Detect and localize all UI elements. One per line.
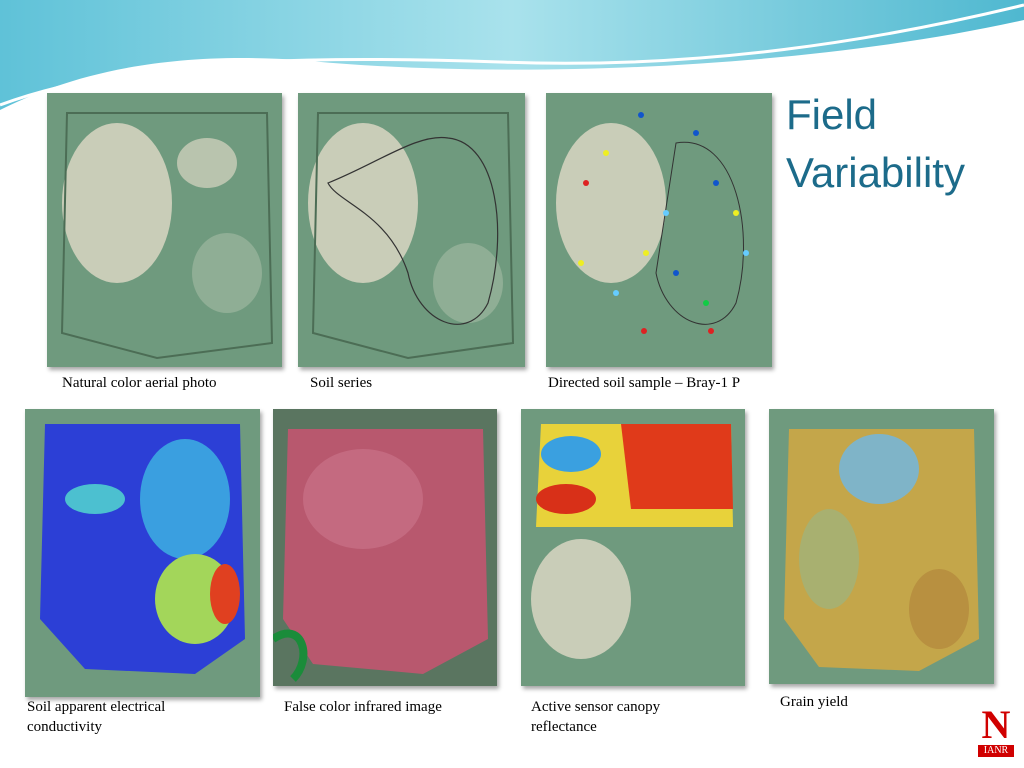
soil-sample-map	[546, 93, 772, 367]
header-wave	[0, 0, 1024, 113]
logo-letter: N	[981, 702, 1011, 747]
caption: Soil apparent electrical conductivity	[27, 699, 166, 735]
aerial-photo	[47, 93, 282, 367]
logo-text: IANR	[978, 745, 1014, 757]
slide-title: Field Variability	[786, 91, 965, 196]
caption: False color infrared image	[284, 699, 442, 715]
infrared-image	[273, 409, 497, 686]
caption: Active sensor canopy reflectance	[531, 699, 661, 735]
canopy-reflectance-map	[521, 409, 745, 686]
caption: Directed soil sample – Bray-1 P	[548, 375, 741, 391]
caption: Soil series	[310, 375, 373, 391]
caption: Grain yield	[780, 694, 848, 710]
yield-map	[769, 409, 994, 684]
caption: Natural color aerial photo	[62, 375, 217, 391]
soil-series-map	[298, 93, 525, 367]
ec-map	[25, 409, 260, 697]
logo: N IANR	[978, 705, 1014, 761]
